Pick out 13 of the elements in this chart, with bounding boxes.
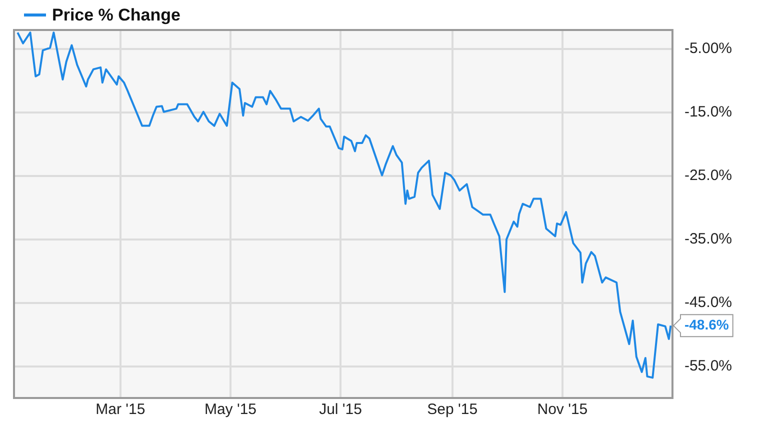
y-tick-label: -35.0% [684, 230, 732, 248]
y-tick-label: -25.0% [684, 167, 732, 184]
legend-label: Price % Change [52, 6, 180, 25]
x-tick-label: Jul '15 [319, 401, 362, 418]
y-tick-label: -55.0% [684, 357, 732, 374]
y-tick-label: -15.0% [684, 104, 732, 121]
y-tick-label: -45.0% [684, 294, 732, 311]
x-tick-label: Sep '15 [427, 401, 478, 418]
x-tick-label: May '15 [204, 401, 257, 418]
x-tick-label: Mar '15 [96, 401, 146, 418]
y-tick-label: -5.00% [684, 40, 732, 58]
x-tick-label: Nov '15 [537, 401, 588, 418]
data-label: -48.6% [684, 316, 730, 333]
